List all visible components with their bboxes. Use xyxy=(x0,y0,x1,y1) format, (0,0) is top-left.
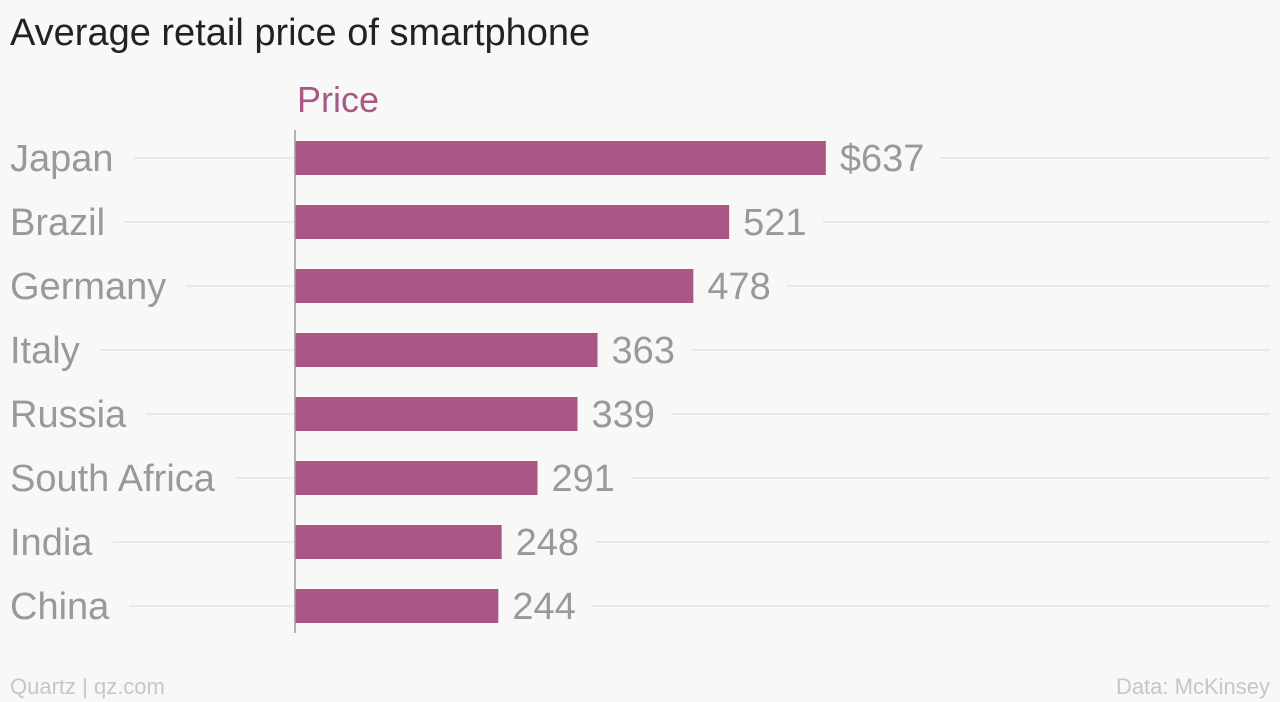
category-label: Italy xyxy=(10,330,80,372)
category-label: South Africa xyxy=(10,458,216,500)
category-label: Russia xyxy=(10,394,127,436)
value-label: 244 xyxy=(512,586,575,628)
bar xyxy=(295,205,730,239)
category-label: Japan xyxy=(10,138,114,180)
bar xyxy=(295,269,694,303)
category-label: Brazil xyxy=(10,202,105,244)
bar xyxy=(295,333,598,367)
chart-title: Average retail price of smartphone xyxy=(10,12,591,54)
category-label: Germany xyxy=(10,266,166,308)
category-label: India xyxy=(10,522,93,564)
value-label: 363 xyxy=(612,330,675,372)
value-label: 478 xyxy=(707,266,770,308)
value-label: $637 xyxy=(840,138,925,180)
footer-source: Data: McKinsey xyxy=(1115,674,1270,699)
value-label: 521 xyxy=(743,202,806,244)
bar xyxy=(295,461,538,495)
value-label: 248 xyxy=(516,522,579,564)
bar xyxy=(295,525,502,559)
bar xyxy=(295,141,826,175)
series-label: Price xyxy=(297,79,379,120)
bar xyxy=(295,397,578,431)
category-label: China xyxy=(10,586,110,628)
footer-credit: Quartz | qz.com xyxy=(10,674,165,699)
value-label: 339 xyxy=(592,394,655,436)
value-label: 291 xyxy=(552,458,615,500)
bar xyxy=(295,589,499,623)
